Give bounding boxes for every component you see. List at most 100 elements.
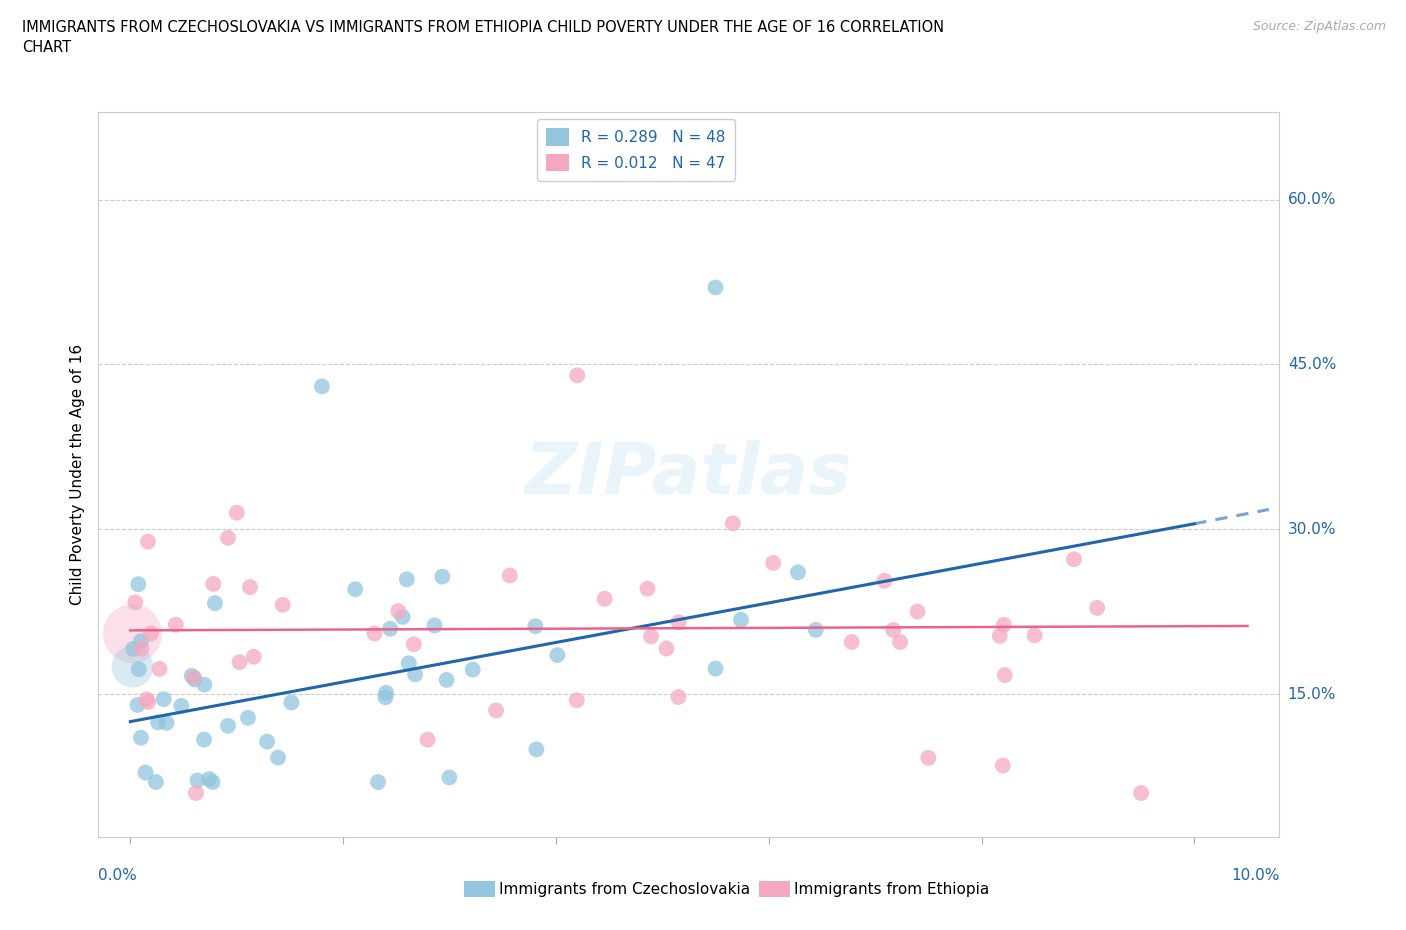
Point <box>546 647 568 662</box>
Text: Source: ZipAtlas.com: Source: ZipAtlas.com <box>1253 20 1386 33</box>
Point <box>416 732 439 747</box>
Point <box>787 565 810 579</box>
Point <box>183 671 205 685</box>
Point <box>1085 601 1108 616</box>
Point <box>395 572 418 587</box>
Point <box>165 618 187 632</box>
Point <box>439 770 461 785</box>
Point <box>239 579 262 594</box>
Point <box>136 695 159 710</box>
Point <box>311 379 333 393</box>
Point <box>193 677 215 692</box>
Text: 0.0%: 0.0% <box>98 868 138 883</box>
Point <box>155 715 177 730</box>
Point <box>217 530 239 545</box>
Text: 60.0%: 60.0% <box>1288 192 1336 207</box>
Point <box>131 642 153 657</box>
Point <box>217 718 239 733</box>
Point <box>380 621 402 636</box>
Point <box>180 669 202 684</box>
Point <box>907 604 929 619</box>
Point <box>129 633 152 648</box>
Text: 45.0%: 45.0% <box>1288 357 1336 372</box>
Point <box>280 695 302 710</box>
Point <box>145 775 167 790</box>
Point <box>374 690 396 705</box>
Text: 15.0%: 15.0% <box>1288 686 1336 701</box>
Point <box>567 368 589 383</box>
Point <box>363 626 385 641</box>
Point <box>485 703 508 718</box>
Y-axis label: Child Poverty Under the Age of 16: Child Poverty Under the Age of 16 <box>69 344 84 604</box>
Point <box>152 692 174 707</box>
Point <box>391 609 413 624</box>
Point <box>193 732 215 747</box>
Text: ZIPatlas: ZIPatlas <box>526 440 852 509</box>
Point <box>668 689 690 704</box>
Point <box>804 622 827 637</box>
Point <box>882 622 904 637</box>
Point <box>655 641 678 656</box>
Point <box>402 637 425 652</box>
Point <box>127 698 149 712</box>
Point <box>637 581 659 596</box>
Text: Immigrants from Ethiopia: Immigrants from Ethiopia <box>794 882 990 897</box>
Point <box>256 734 278 749</box>
Point <box>889 634 911 649</box>
Point <box>436 672 458 687</box>
Point <box>668 615 690 630</box>
Point <box>1063 551 1085 566</box>
Point <box>186 773 208 788</box>
Text: Immigrants from Czechoslovakia: Immigrants from Czechoslovakia <box>499 882 751 897</box>
Point <box>988 629 1011 644</box>
Point <box>1130 786 1153 801</box>
Point <box>721 516 744 531</box>
Point <box>730 613 752 628</box>
Point <box>640 629 662 644</box>
Point <box>367 775 389 790</box>
Point <box>148 661 170 676</box>
Point <box>170 698 193 713</box>
Point <box>184 786 207 801</box>
Point <box>127 577 149 591</box>
Point <box>201 775 224 790</box>
Point <box>236 711 259 725</box>
Point <box>122 642 145 657</box>
Point <box>267 751 290 765</box>
Point <box>121 626 143 641</box>
Legend: R = 0.289   N = 48, R = 0.012   N = 47: R = 0.289 N = 48, R = 0.012 N = 47 <box>537 119 735 180</box>
Text: 10.0%: 10.0% <box>1232 868 1279 883</box>
Point <box>271 597 294 612</box>
Point <box>524 618 547 633</box>
Point <box>593 591 616 606</box>
Point <box>917 751 939 765</box>
Point <box>704 280 727 295</box>
Point <box>136 534 159 549</box>
Point <box>124 595 146 610</box>
Point <box>243 649 266 664</box>
Point <box>129 730 152 745</box>
Point <box>873 573 896 588</box>
Point <box>148 715 170 730</box>
Point <box>762 555 785 570</box>
Point <box>128 662 150 677</box>
Text: IMMIGRANTS FROM CZECHOSLOVAKIA VS IMMIGRANTS FROM ETHIOPIA CHILD POVERTY UNDER T: IMMIGRANTS FROM CZECHOSLOVAKIA VS IMMIGR… <box>22 20 945 35</box>
Point <box>139 626 162 641</box>
Point <box>387 604 409 618</box>
Text: 30.0%: 30.0% <box>1288 522 1336 537</box>
Point <box>993 618 1015 632</box>
Point <box>225 505 247 520</box>
Text: CHART: CHART <box>22 40 72 55</box>
Point <box>432 569 454 584</box>
Point <box>994 668 1017 683</box>
Point <box>991 758 1014 773</box>
Point <box>375 685 398 700</box>
Point <box>565 693 588 708</box>
Point <box>121 659 143 674</box>
Point <box>135 765 157 780</box>
Point <box>499 568 522 583</box>
Point <box>135 692 157 707</box>
Point <box>404 667 426 682</box>
Point <box>423 618 446 633</box>
Point <box>202 577 225 591</box>
